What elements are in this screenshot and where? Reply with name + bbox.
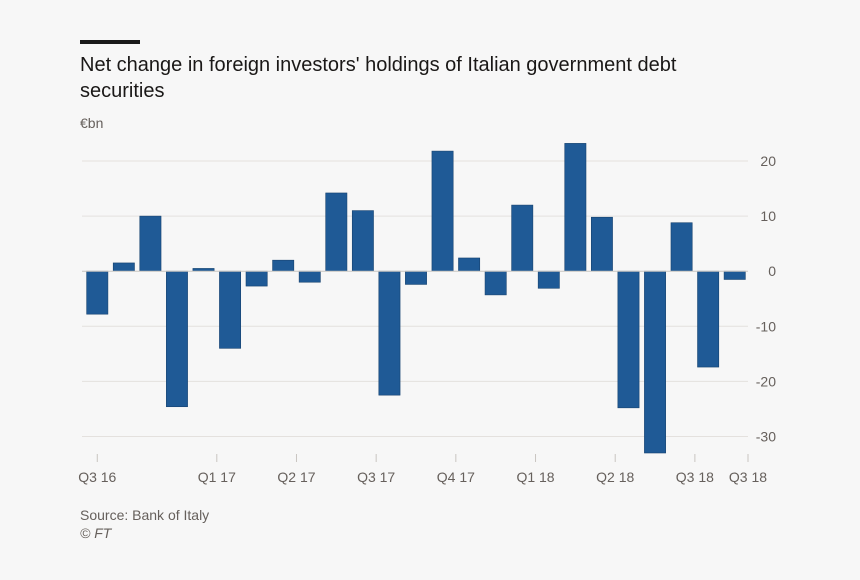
bar (644, 270, 666, 454)
bars-layer (86, 143, 746, 454)
x-tick-label: Q3 16 (78, 469, 116, 485)
bar (670, 222, 693, 272)
x-tick-label: Q3 18 (676, 469, 714, 485)
bar (617, 270, 640, 409)
x-tick-label: Q3 18 (729, 469, 767, 485)
bar (511, 204, 534, 272)
y-tick-labels: 20 10 0 -10 -20 -30 (756, 153, 776, 444)
bar (590, 216, 613, 272)
bar (458, 257, 481, 272)
bar (378, 270, 401, 396)
y-tick-label: 20 (760, 153, 776, 169)
bar (298, 270, 321, 283)
x-tick-label: Q2 17 (277, 469, 315, 485)
bar (166, 270, 188, 408)
chart-title: Net change in foreign investors' holding… (80, 54, 677, 102)
bar (564, 143, 587, 272)
bar (697, 270, 720, 368)
copyright-note: © FT (80, 525, 112, 541)
unit-label: €bn (80, 115, 104, 131)
x-tick-labels: Q3 16 Q1 17 Q2 17 Q3 17 Q4 17 Q1 18 Q2 18 Q3 18… (78, 454, 767, 485)
bar (431, 150, 454, 272)
x-tick-label: Q3 17 (357, 469, 395, 485)
bar (405, 270, 427, 285)
bar (272, 259, 295, 272)
source-note: Source: Bank of Italy (80, 507, 210, 523)
x-tick-label: Q2 18 (596, 469, 634, 485)
y-tick-label: -20 (756, 373, 776, 389)
bar (484, 270, 507, 296)
title-accent-bar (80, 40, 140, 44)
bar (325, 192, 348, 272)
bar (723, 270, 746, 280)
bar (351, 210, 374, 272)
y-tick-label: 0 (768, 263, 776, 279)
y-tick-label: -10 (756, 318, 776, 334)
y-tick-label: -30 (756, 428, 776, 444)
x-tick-label: Q1 18 (516, 469, 554, 485)
x-tick-label: Q1 17 (198, 469, 236, 485)
bar (86, 270, 109, 315)
bar (139, 215, 162, 272)
x-tick-label: Q4 17 (437, 469, 475, 485)
bar (245, 270, 268, 287)
bar (537, 270, 560, 289)
bar (219, 270, 242, 349)
bar (112, 262, 135, 272)
y-tick-label: 10 (760, 208, 776, 224)
